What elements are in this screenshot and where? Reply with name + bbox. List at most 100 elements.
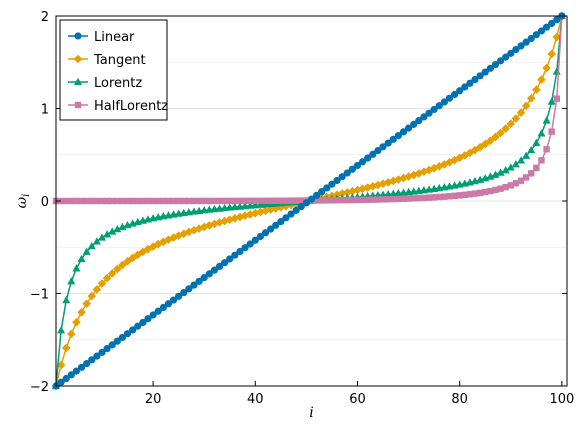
data-point bbox=[374, 146, 382, 155]
data-point bbox=[450, 90, 459, 99]
data-point bbox=[134, 197, 141, 205]
data-point bbox=[486, 64, 494, 72]
data-point bbox=[287, 197, 295, 204]
legend-item-linear: Linear bbox=[68, 30, 135, 45]
data-point bbox=[522, 174, 530, 181]
data-point bbox=[497, 185, 504, 192]
data-point bbox=[410, 195, 417, 202]
data-point bbox=[159, 303, 167, 312]
data-point bbox=[548, 19, 556, 28]
data-point bbox=[97, 279, 107, 288]
data-point bbox=[537, 27, 546, 35]
y-axis-label: ωi bbox=[14, 194, 32, 209]
data-point bbox=[200, 274, 208, 282]
data-point bbox=[516, 108, 526, 117]
data-point bbox=[419, 167, 429, 177]
y-tick-label: 2 bbox=[41, 10, 49, 25]
data-point bbox=[542, 63, 551, 73]
data-point bbox=[318, 188, 326, 196]
data-point bbox=[543, 146, 550, 153]
data-point bbox=[88, 356, 96, 364]
data-point bbox=[394, 175, 403, 184]
series-halflorentz bbox=[52, 12, 566, 205]
data-point bbox=[313, 197, 320, 204]
data-point bbox=[405, 195, 412, 202]
data-point bbox=[537, 129, 546, 137]
data-point bbox=[298, 197, 305, 204]
data-point bbox=[348, 186, 357, 196]
data-point bbox=[333, 176, 341, 185]
y-axis-label-subscript: i bbox=[21, 194, 32, 197]
data-point bbox=[512, 46, 520, 54]
data-point bbox=[251, 236, 259, 244]
data-point bbox=[313, 191, 321, 199]
data-point bbox=[236, 197, 244, 205]
data-point bbox=[389, 135, 397, 143]
data-point bbox=[267, 197, 274, 204]
data-point bbox=[353, 161, 362, 170]
data-point bbox=[496, 168, 505, 176]
data-point bbox=[77, 363, 86, 371]
x-axis-label: i bbox=[309, 405, 313, 421]
data-point bbox=[364, 196, 371, 203]
data-point bbox=[211, 197, 218, 205]
data-point bbox=[404, 172, 413, 181]
legend-marker bbox=[74, 32, 82, 40]
data-point bbox=[266, 205, 275, 214]
data-point bbox=[532, 85, 541, 95]
data-point bbox=[415, 117, 423, 125]
data-point bbox=[400, 195, 407, 202]
data-point bbox=[344, 196, 351, 204]
data-point bbox=[440, 160, 449, 169]
data-point bbox=[261, 229, 270, 237]
data-point bbox=[82, 247, 91, 255]
data-point bbox=[552, 32, 562, 42]
data-point bbox=[252, 197, 259, 205]
data-point bbox=[527, 34, 535, 43]
data-point bbox=[502, 53, 510, 61]
data-point bbox=[206, 197, 213, 205]
legend-label: Tangent bbox=[93, 53, 146, 68]
data-point bbox=[470, 145, 480, 155]
data-point bbox=[153, 239, 163, 249]
data-point bbox=[103, 345, 111, 353]
data-point bbox=[113, 264, 122, 274]
data-point bbox=[471, 75, 479, 84]
data-point bbox=[272, 197, 279, 204]
data-point bbox=[476, 189, 484, 197]
data-point bbox=[465, 148, 475, 158]
data-point bbox=[205, 270, 213, 278]
data-point bbox=[323, 197, 331, 204]
data-point bbox=[466, 79, 474, 87]
data-point bbox=[221, 197, 228, 205]
data-point bbox=[480, 139, 490, 149]
data-point bbox=[450, 155, 459, 165]
data-point bbox=[103, 197, 111, 205]
data-point bbox=[155, 197, 162, 205]
data-point bbox=[527, 145, 536, 154]
data-point bbox=[123, 330, 132, 338]
data-point bbox=[486, 136, 495, 145]
data-point bbox=[318, 197, 325, 204]
data-point bbox=[425, 109, 433, 117]
data-point bbox=[302, 199, 310, 207]
data-point bbox=[328, 197, 336, 204]
data-point bbox=[114, 197, 121, 205]
data-point bbox=[175, 292, 183, 300]
data-point bbox=[460, 151, 470, 160]
data-point bbox=[109, 197, 116, 205]
data-point bbox=[72, 264, 81, 272]
data-point bbox=[73, 197, 80, 205]
data-point bbox=[440, 98, 448, 106]
data-point bbox=[164, 300, 173, 308]
data-point bbox=[149, 197, 157, 205]
data-point bbox=[56, 360, 66, 370]
data-point bbox=[88, 197, 95, 205]
data-point bbox=[435, 102, 443, 110]
data-point bbox=[528, 170, 535, 177]
data-point bbox=[93, 197, 101, 205]
data-point bbox=[262, 197, 269, 204]
data-point bbox=[553, 95, 560, 102]
series-layer bbox=[51, 11, 567, 391]
data-point bbox=[87, 241, 96, 250]
